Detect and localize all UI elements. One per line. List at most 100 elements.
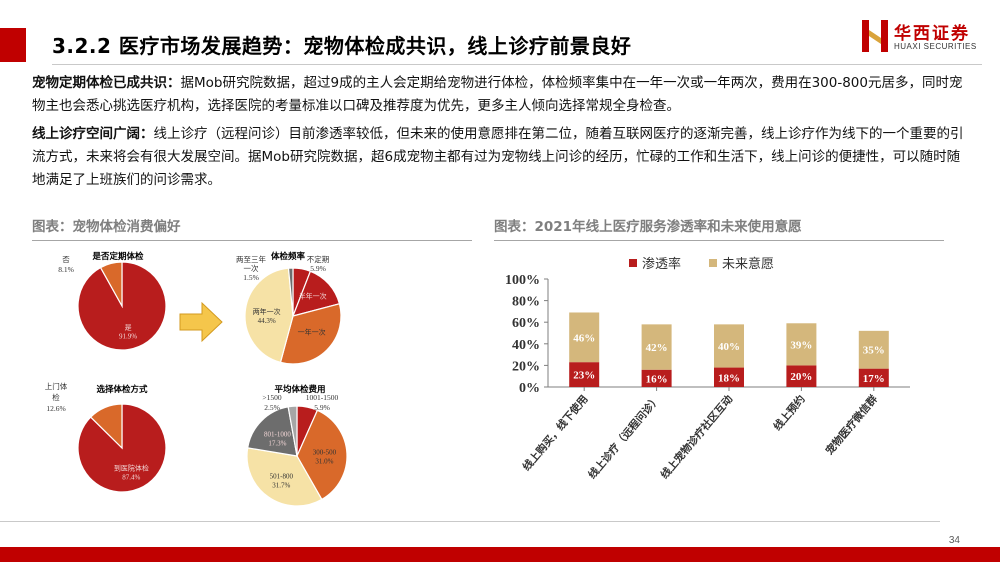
pie-slice-label: 两年一次 [253, 307, 281, 316]
bar-segment [858, 330, 889, 369]
footer-divider [0, 521, 940, 522]
legend-swatch [629, 259, 637, 267]
pie-slice [287, 405, 298, 457]
paragraph-lead: 宠物定期体检已成共识： [32, 75, 181, 91]
paragraph-lead: 线上诊疗空间广阔： [32, 126, 154, 142]
pie-outside-label: 12.6% [46, 404, 65, 413]
bar-segment [786, 323, 817, 366]
x-tick-label: 宠物医疗微信群 [823, 392, 881, 457]
pie-outside-label: 上门体 [45, 381, 68, 391]
pie-title: 是否定期体检 [91, 251, 144, 261]
pie-slice-label: 半年一次 [299, 291, 327, 300]
bar-segment [641, 369, 672, 387]
pie-outside-label: >1500 [262, 393, 281, 402]
page-title: 3.2.2 医疗市场发展趋势：宠物体检成共识，线上诊疗前景良好 [52, 34, 632, 58]
pie-outside-label: 两至三年 [236, 254, 266, 264]
y-tick-label: 0% [519, 381, 540, 396]
paragraph-text: 据Mob研究院数据，超过9成的主人会定期给宠物进行体检，体检频率集中在一年一次或… [32, 75, 963, 114]
bar-segment [858, 368, 889, 387]
title-divider [52, 64, 982, 65]
bar-value-label: 20% [790, 371, 812, 383]
bar-segment [714, 367, 744, 387]
bar-group: 17% 35% 宠物医疗微信群 [823, 330, 889, 457]
pie-slice-value: 17.3% [268, 440, 286, 448]
left-chart-caption: 图表：宠物体检消费偏好 [32, 219, 181, 235]
pie-slice [246, 406, 298, 457]
logo-text-en: HUAXI SECURITIES [894, 42, 977, 51]
pie-outside-label: 否 [62, 255, 70, 264]
y-tick-label: 80% [512, 295, 540, 310]
bar-value-label: 16% [646, 373, 668, 385]
pie-title: 选择体检方式 [96, 384, 148, 394]
company-logo: 华西证券 HUAXI SECURITIES [862, 18, 992, 56]
pie-slice [246, 447, 323, 507]
pie-slice-label: 到医院体检 [114, 463, 149, 472]
paragraph-checkup: 宠物定期体检已成共识：据Mob研究院数据，超过9成的主人会定期给宠物进行体检，体… [32, 72, 972, 118]
header-accent-bar [0, 28, 26, 62]
right-caption-rule [494, 240, 944, 241]
bar-segment [641, 324, 672, 370]
pie-slice-label: 是 [125, 323, 132, 331]
pie-outside-label: 5.9% [314, 403, 330, 412]
bar-value-label: 23% [573, 370, 595, 382]
pie-outside-label: 1.5% [243, 273, 259, 282]
logo-text-cn: 华西证券 [894, 24, 970, 44]
bar-value-label: 40% [718, 341, 740, 353]
bar-value-label: 35% [863, 345, 885, 357]
pie-slice [244, 267, 294, 364]
pie-slice-label: 501-800 [270, 473, 294, 481]
pie-slice [99, 261, 123, 309]
pie-slice [287, 267, 294, 317]
x-tick-label: 线上预约 [771, 393, 808, 434]
pie-slice-value: 87.4% [122, 473, 140, 481]
paragraph-text: 线上诊疗（远程问诊）目前渗透率较低，但未来的使用意愿排在第二位，随着互联网医疗的… [32, 126, 964, 188]
legend-label: 未来意愿 [722, 256, 774, 271]
bar-value-label: 46% [573, 332, 595, 344]
bar-value-label: 17% [863, 373, 885, 385]
pie-slice-label: 801-1000 [264, 431, 291, 439]
pie-outside-label: 检 [52, 392, 60, 402]
y-tick-label: 20% [512, 359, 540, 374]
right-chart-caption: 图表：2021年线上医疗服务渗透率和未来使用意愿 [494, 219, 802, 235]
x-tick-label: 线上购买，线下使用 [520, 393, 591, 474]
x-tick-label: 线上诊疗（远程问诊） [585, 393, 662, 482]
pie-slice [89, 403, 123, 450]
y-tick-label: 60% [512, 316, 540, 331]
bar-axes: 0% 20% 40% 60% 80% 100% [505, 273, 910, 396]
legend-swatch [709, 259, 717, 267]
legend-label: 渗透率 [642, 256, 681, 271]
page-number: 34 [948, 535, 960, 546]
pie-outside-label: 1001-1500 [306, 393, 339, 402]
pie-slice-label: 300-500 [313, 449, 337, 457]
pie-title: 平均体检费用 [274, 384, 325, 394]
bar-value-label: 39% [790, 339, 812, 351]
huaxi-logo-icon [862, 20, 888, 52]
paragraph-online: 线上诊疗空间广阔：线上诊疗（远程问诊）目前渗透率较低，但未来的使用意愿排在第二位… [32, 123, 972, 192]
y-tick-label: 40% [512, 338, 540, 353]
pie-slice [279, 303, 342, 365]
left-caption-rule [32, 240, 472, 241]
y-tick-label: 100% [505, 273, 540, 288]
arrow-shape [179, 301, 223, 343]
pie-outside-label: 一次 [244, 263, 259, 273]
bar-segment [569, 362, 600, 387]
bar-group: 20% 39% 线上预约 [771, 323, 817, 433]
pie-slice-value: 44.3% [258, 317, 276, 325]
pie-slice-value: 31.0% [315, 458, 333, 466]
right-arrow-icon [179, 301, 223, 343]
pie-slice-label: 一年一次 [298, 328, 326, 337]
bar-value-label: 18% [718, 372, 740, 384]
footer-accent-bar [0, 547, 1000, 562]
pie-slice-value: 31.7% [272, 482, 290, 490]
x-tick-label: 线上宠物诊疗社区互动 [658, 392, 736, 481]
bar-segment [786, 365, 817, 387]
pie-outside-label: 5.9% [310, 264, 326, 273]
bar-legend: 渗透率 未来意愿 [629, 256, 774, 271]
pie-outside-label: 2.5% [264, 403, 280, 412]
